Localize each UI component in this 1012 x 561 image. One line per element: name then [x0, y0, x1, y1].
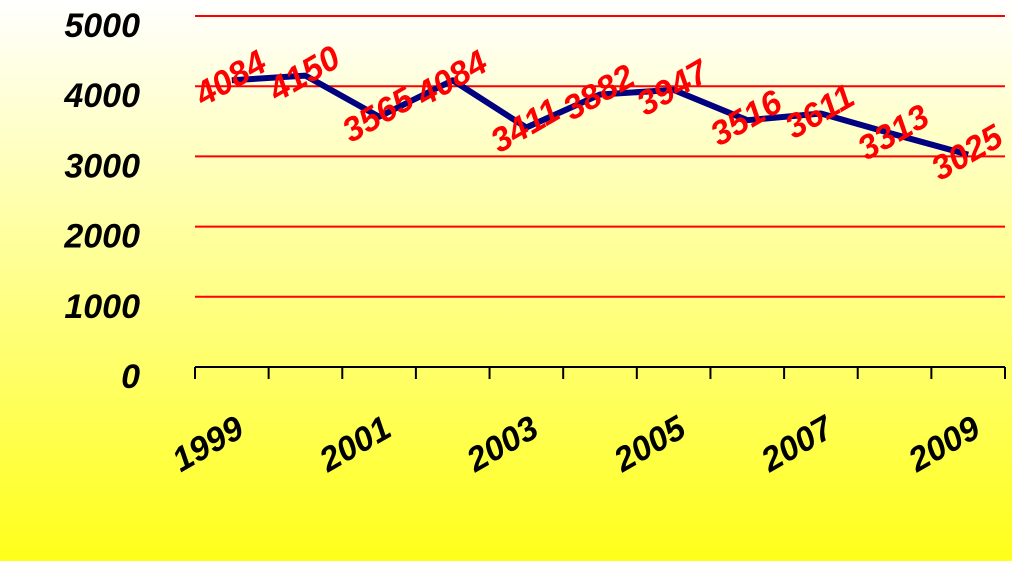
y-tick-label: 4000 [63, 77, 140, 115]
y-tick-label: 3000 [64, 147, 140, 185]
y-tick-label: 1000 [64, 288, 140, 326]
y-tick-label: 2000 [63, 218, 140, 256]
y-tick-label: 0 [121, 358, 140, 396]
data-line [231, 72, 969, 158]
y-tick-label: 5000 [64, 7, 140, 45]
